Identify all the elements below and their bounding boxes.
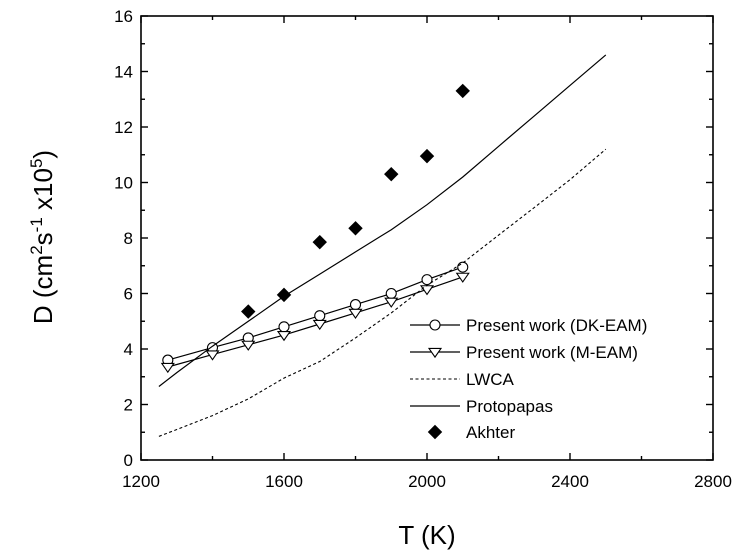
y-axis-title-superscript: 2 <box>27 245 46 254</box>
legend-label: Present work (DK-EAM) <box>466 316 647 335</box>
y-tick-label: 2 <box>124 396 133 415</box>
y-tick-label: 16 <box>114 7 133 26</box>
series-layer <box>158 54 607 437</box>
series-present-work-m-eam <box>160 272 470 374</box>
plot-frame <box>140 15 714 461</box>
diamond-marker <box>455 83 470 99</box>
diamond-marker <box>312 234 327 250</box>
series-protopapas <box>158 54 607 387</box>
x-tick-label: 1600 <box>265 472 303 491</box>
y-tick-label: 0 <box>124 451 133 470</box>
triangle-marker <box>276 330 292 342</box>
diamond-marker <box>241 304 256 319</box>
circle-marker <box>385 287 397 300</box>
y-axis-title-text: x10 <box>28 168 58 217</box>
circle-marker <box>314 310 326 322</box>
legend-item: Protopapas <box>410 397 553 416</box>
triangle-marker <box>160 362 175 374</box>
y-tick-label: 8 <box>124 229 133 248</box>
legend: Present work (DK-EAM) Present work (M-EAM… <box>410 316 647 442</box>
y-tick-label: 4 <box>124 340 133 359</box>
x-tick-label: 2800 <box>694 472 732 491</box>
y-axis-title-text: s <box>28 232 58 245</box>
y-axis-title: D (cm2s-1 x105) <box>27 150 58 324</box>
circle-marker <box>421 274 433 286</box>
legend-item: Present work (M-EAM) <box>410 343 638 362</box>
triangle-marker <box>312 319 327 331</box>
y-tick-label: 6 <box>124 285 133 304</box>
circle-marker <box>349 299 362 311</box>
triangle-marker <box>241 340 256 351</box>
series-lwca <box>158 148 607 437</box>
y-axis-title-superscript: 5 <box>27 159 46 168</box>
circle-marker <box>429 319 441 331</box>
x-tick-label: 2000 <box>408 472 446 491</box>
diamond-marker <box>276 287 292 303</box>
y-tick-label: 10 <box>114 174 133 193</box>
legend-label: LWCA <box>466 370 515 389</box>
diamond-marker <box>384 166 399 182</box>
x-tick-label: 2400 <box>551 472 589 491</box>
y-axis-title-text: D (cm <box>28 255 58 324</box>
series-line <box>158 148 607 437</box>
legend-item: LWCA <box>410 370 515 389</box>
y-axis-title-text: ) <box>28 150 58 159</box>
triangle-marker <box>427 347 443 359</box>
y-tick-label: 12 <box>114 118 133 137</box>
legend-label: Present work (M-EAM) <box>466 343 638 362</box>
diamond-marker <box>419 148 435 164</box>
legend-item: Present work (DK-EAM) <box>410 316 647 335</box>
y-tick-label: 14 <box>114 63 133 82</box>
x-tick-label: 1200 <box>122 472 160 491</box>
circle-marker <box>457 261 469 273</box>
series-akhter <box>241 83 470 319</box>
y-axis-title-superscript: -1 <box>27 217 46 232</box>
axes: 1200 1600 2000 2400 2800 0 2 4 6 8 10 12 14 16 <box>114 7 732 491</box>
legend-label: Akhter <box>466 423 515 442</box>
circle-marker <box>278 321 290 333</box>
triangle-marker <box>205 350 220 361</box>
series-line <box>158 54 607 387</box>
triangle-marker <box>455 272 470 283</box>
legend-item: Akhter <box>427 423 515 442</box>
diamond-marker <box>348 221 363 236</box>
triangle-marker <box>419 285 435 296</box>
x-axis-title: T (K) <box>398 520 455 550</box>
triangle-marker <box>384 297 399 308</box>
legend-label: Protopapas <box>466 397 553 416</box>
triangle-marker <box>348 308 363 319</box>
diamond-marker <box>427 424 443 440</box>
